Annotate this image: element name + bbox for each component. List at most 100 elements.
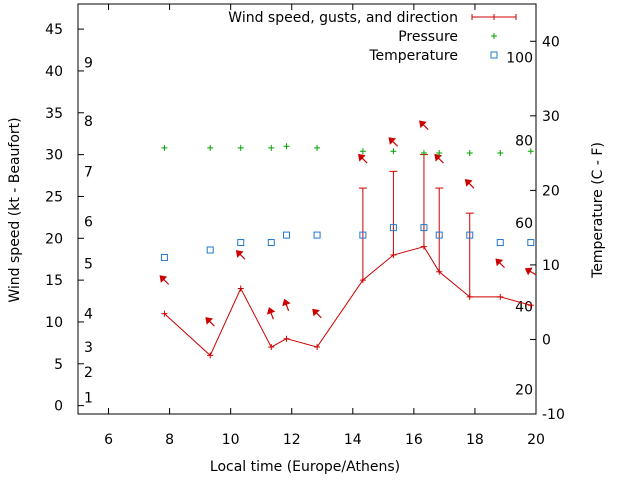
temperature-point xyxy=(466,231,474,239)
wind-speed-point xyxy=(436,268,443,275)
wind-speed-point xyxy=(283,335,290,342)
wind-direction-arrowhead xyxy=(159,275,168,283)
y-left-tick-label: 30 xyxy=(45,148,63,164)
legend-swatch-wind-mark xyxy=(491,14,497,20)
beaufort-label: 2 xyxy=(84,365,93,381)
wind-speed-point xyxy=(390,252,397,259)
beaufort-label: 4 xyxy=(84,307,93,323)
x-axis-label: Local time (Europe/Athens) xyxy=(210,459,400,475)
pressure-point xyxy=(207,144,214,151)
temperature-point xyxy=(389,224,397,232)
fahrenheit-label: 60 xyxy=(515,216,533,232)
y-left-tick-label: 15 xyxy=(45,273,63,289)
beaufort-label: 5 xyxy=(84,256,93,272)
fahrenheit-label: 100 xyxy=(506,51,533,67)
temperature-point xyxy=(527,239,535,247)
x-tick-label: 12 xyxy=(283,432,301,448)
wind-direction-arrowhead xyxy=(205,317,214,325)
wind-speed-point xyxy=(314,344,321,351)
wind-direction-arrowhead xyxy=(312,308,320,317)
y-right-tick-label: -10 xyxy=(542,407,565,423)
temperature-point xyxy=(283,231,291,239)
y-left-tick-label: 5 xyxy=(54,357,63,373)
y-left-tick-label: 45 xyxy=(45,22,63,38)
temperature-point xyxy=(359,231,367,239)
temperature-point xyxy=(420,224,428,232)
beaufort-label: 8 xyxy=(84,114,93,130)
beaufort-label: 1 xyxy=(84,390,93,406)
legend-label-wind: Wind speed, gusts, and direction xyxy=(228,10,458,26)
y-right-axis-label: Temperature (C - F) xyxy=(590,142,606,279)
pressure-point xyxy=(466,149,473,156)
wind-speed-point xyxy=(161,310,168,317)
wind-speed-point xyxy=(268,344,275,351)
wind-direction-arrowhead xyxy=(434,153,443,162)
fahrenheit-label: 20 xyxy=(515,382,533,398)
beaufort-label: 6 xyxy=(84,215,93,231)
plot-layer: 6 8 10 12 14 16 18 2005101520253035404512345678… xyxy=(45,3,565,448)
wind-speed-line xyxy=(164,246,531,357)
pressure-point xyxy=(436,149,443,156)
temperature-point xyxy=(160,253,168,261)
temperature-point xyxy=(435,231,443,239)
temperature-point xyxy=(206,246,214,254)
y-left-tick-label: 35 xyxy=(45,106,63,122)
pressure-point xyxy=(420,149,427,156)
y-left-tick-label: 40 xyxy=(45,64,63,80)
y-left-tick-label: 20 xyxy=(45,231,63,247)
x-tick-label: 14 xyxy=(344,432,362,448)
wind-speed-point xyxy=(497,293,504,300)
x-tick-label: 8 xyxy=(165,432,174,448)
y-right-tick-label: 40 xyxy=(542,34,560,50)
wind-speed-point xyxy=(420,243,427,250)
wind-direction-arrowhead xyxy=(464,179,473,187)
x-tick-label: 6 xyxy=(104,432,113,448)
pressure-point xyxy=(161,144,168,151)
wind-direction-arrowhead xyxy=(419,120,427,129)
wind-direction-arrowhead xyxy=(235,250,244,258)
wind-direction-arrowhead xyxy=(358,153,366,162)
fahrenheit-label: 40 xyxy=(515,300,533,316)
plot-frame xyxy=(77,3,537,415)
y-left-tick-label: 25 xyxy=(45,189,63,205)
pressure-point xyxy=(527,148,534,155)
y-left-tick-label: 10 xyxy=(45,315,63,331)
wind-speed-point xyxy=(527,302,534,309)
wind-direction-arrowhead xyxy=(495,258,504,267)
wind-direction-arrowhead xyxy=(282,298,291,307)
y-right-tick-label: 20 xyxy=(542,183,560,199)
temperature-point xyxy=(237,239,245,247)
wind-direction-arrowhead xyxy=(524,267,533,276)
legend-swatch-temperature xyxy=(490,51,498,59)
x-tick-label: 18 xyxy=(466,432,484,448)
x-tick-label: 10 xyxy=(222,432,240,448)
y-right-tick-label: 30 xyxy=(542,109,560,125)
wind-speed-point xyxy=(466,293,473,300)
pressure-point xyxy=(390,148,397,155)
temperature-point xyxy=(313,231,321,239)
wind-speed-point xyxy=(359,277,366,284)
fahrenheit-label: 80 xyxy=(515,133,533,149)
temperature-point xyxy=(267,239,275,247)
beaufort-label: 7 xyxy=(84,164,93,180)
temperature-point xyxy=(496,239,504,247)
wind-direction-arrowhead xyxy=(388,137,397,145)
beaufort-label: 3 xyxy=(84,340,93,356)
x-tick-label: 20 xyxy=(527,432,545,448)
pressure-point xyxy=(497,149,504,156)
pressure-point xyxy=(283,143,290,150)
pressure-point xyxy=(314,144,321,151)
y-left-tick-label: 0 xyxy=(54,399,63,415)
legend-label-temperature: Temperature xyxy=(368,48,458,64)
y-right-tick-label: 10 xyxy=(542,258,560,274)
pressure-point xyxy=(237,144,244,151)
legend-label-pressure: Pressure xyxy=(398,29,458,45)
x-tick-label: 16 xyxy=(405,432,423,448)
wind-direction-arrowhead xyxy=(266,307,276,315)
wind-speed-point xyxy=(237,285,244,292)
y-left-axis-label: Wind speed (kt - Beaufort) xyxy=(7,117,23,302)
wind-speed-point xyxy=(207,352,214,359)
pressure-point xyxy=(359,148,366,155)
beaufort-label: 9 xyxy=(84,56,93,72)
